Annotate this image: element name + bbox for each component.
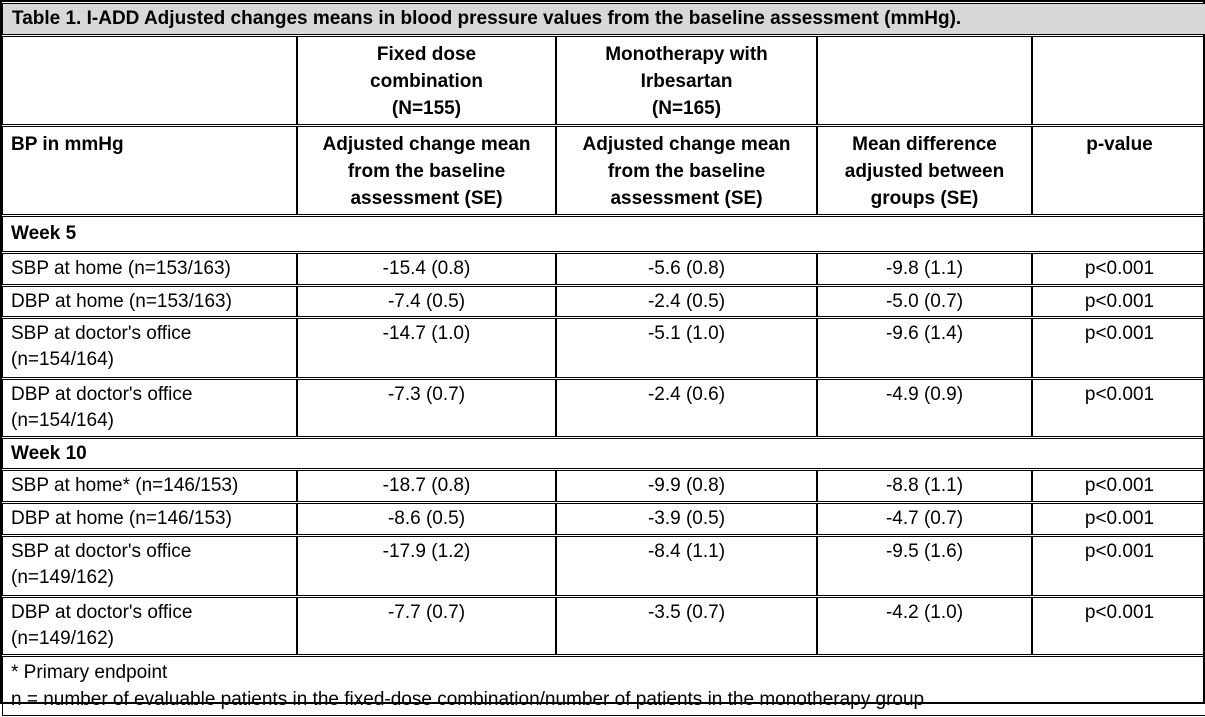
monotherapy-value: -9.9 (0.8) xyxy=(556,470,817,503)
table-row: DBP at home (n=153/163) -7.4 (0.5) -2.4 … xyxy=(2,285,1205,318)
monotherapy-value: -8.4 (1.1) xyxy=(556,536,817,597)
p-value: p<0.001 xyxy=(1032,285,1205,318)
monotherapy-value: -5.6 (0.8) xyxy=(556,252,817,285)
footnote-n-definition: n = number of evaluable patients in the … xyxy=(11,689,925,711)
table-row: DBP at doctor's office (n=149/162) -7.7 … xyxy=(2,597,1205,656)
group-header-fixed-dose: Fixed dose combination (N=155) xyxy=(297,35,556,125)
monotherapy-value: -2.4 (0.6) xyxy=(556,379,817,437)
table-row: SBP at doctor's office (n=149/162) -17.9… xyxy=(2,536,1205,597)
fixed-dose-value: -7.4 (0.5) xyxy=(297,285,556,318)
mean-difference-value: -4.2 (1.0) xyxy=(817,597,1032,656)
mean-difference-value: -9.6 (1.4) xyxy=(817,318,1032,379)
table-row: SBP at doctor's office (n=154/164) -14.7… xyxy=(2,318,1205,379)
mean-difference-value: -4.7 (0.7) xyxy=(817,503,1032,536)
section-label-week-10: Week 10 xyxy=(2,437,1205,470)
column-header-bp: BP in mmHg xyxy=(2,125,297,215)
column-header-row: BP in mmHg Adjusted change mean from the… xyxy=(2,125,1205,215)
row-label: SBP at home (n=153/163) xyxy=(2,252,297,285)
column-header-mean-difference: Mean difference adjusted between groups … xyxy=(817,125,1032,215)
table-row: SBP at home (n=153/163) -15.4 (0.8) -5.6… xyxy=(2,252,1205,285)
monotherapy-value: -2.4 (0.5) xyxy=(556,285,817,318)
fixed-dose-value: -8.6 (0.5) xyxy=(297,503,556,536)
fixed-dose-value: -7.3 (0.7) xyxy=(297,379,556,437)
mean-difference-value: -8.8 (1.1) xyxy=(817,470,1032,503)
footnote-primary-endpoint: * Primary endpoint xyxy=(11,662,168,684)
table-title-row: Table 1. I-ADD Adjusted changes means in… xyxy=(2,3,1205,35)
column-header-fixed-dose-change: Adjusted change mean from the baseline a… xyxy=(297,125,556,215)
monotherapy-value: -3.5 (0.7) xyxy=(556,597,817,656)
column-header-p-value: p-value xyxy=(1032,125,1205,215)
section-label-week-5: Week 5 xyxy=(2,215,1205,252)
mean-difference-value: -5.0 (0.7) xyxy=(817,285,1032,318)
fixed-dose-value: -14.7 (1.0) xyxy=(297,318,556,379)
monotherapy-value: -5.1 (1.0) xyxy=(556,318,817,379)
mean-difference-value: -4.9 (0.9) xyxy=(817,379,1032,437)
p-value: p<0.001 xyxy=(1032,503,1205,536)
row-label: SBP at doctor's office (n=149/162) xyxy=(2,536,297,597)
fixed-dose-value: -15.4 (0.8) xyxy=(297,252,556,285)
footnote-row: * Primary endpoint n = number of evaluab… xyxy=(2,656,1205,717)
fixed-dose-value: -17.9 (1.2) xyxy=(297,536,556,597)
p-value: p<0.001 xyxy=(1032,470,1205,503)
group-header-empty-3 xyxy=(1032,35,1205,125)
row-label: SBP at home* (n=146/153) xyxy=(2,470,297,503)
table-row: DBP at doctor's office (n=154/164) -7.3 … xyxy=(2,379,1205,437)
p-value: p<0.001 xyxy=(1032,252,1205,285)
table-title: Table 1. I-ADD Adjusted changes means in… xyxy=(2,3,1205,35)
row-label: DBP at home (n=146/153) xyxy=(2,503,297,536)
p-value: p<0.001 xyxy=(1032,536,1205,597)
p-value: p<0.001 xyxy=(1032,597,1205,656)
group-header-empty-1 xyxy=(2,35,297,125)
p-value: p<0.001 xyxy=(1032,379,1205,437)
monotherapy-value: -3.9 (0.5) xyxy=(556,503,817,536)
mean-difference-value: -9.8 (1.1) xyxy=(817,252,1032,285)
row-label: DBP at home (n=153/163) xyxy=(2,285,297,318)
mean-difference-value: -9.5 (1.6) xyxy=(817,536,1032,597)
row-label: DBP at doctor's office (n=154/164) xyxy=(2,379,297,437)
fixed-dose-value: -7.7 (0.7) xyxy=(297,597,556,656)
table-row: SBP at home* (n=146/153) -18.7 (0.8) -9.… xyxy=(2,470,1205,503)
group-header-monotherapy: Monotherapy with Irbesartan (N=165) xyxy=(556,35,817,125)
row-label: DBP at doctor's office (n=149/162) xyxy=(2,597,297,656)
column-header-monotherapy-change: Adjusted change mean from the baseline a… xyxy=(556,125,817,215)
footnote-cell: * Primary endpoint n = number of evaluab… xyxy=(2,656,1205,717)
section-row-week-5: Week 5 xyxy=(2,215,1205,252)
section-row-week-10: Week 10 xyxy=(2,437,1205,470)
row-label: SBP at doctor's office (n=154/164) xyxy=(2,318,297,379)
group-header-row: Fixed dose combination (N=155) Monothera… xyxy=(2,35,1205,125)
p-value: p<0.001 xyxy=(1032,318,1205,379)
table-row: DBP at home (n=146/153) -8.6 (0.5) -3.9 … xyxy=(2,503,1205,536)
group-header-empty-2 xyxy=(817,35,1032,125)
fixed-dose-value: -18.7 (0.8) xyxy=(297,470,556,503)
